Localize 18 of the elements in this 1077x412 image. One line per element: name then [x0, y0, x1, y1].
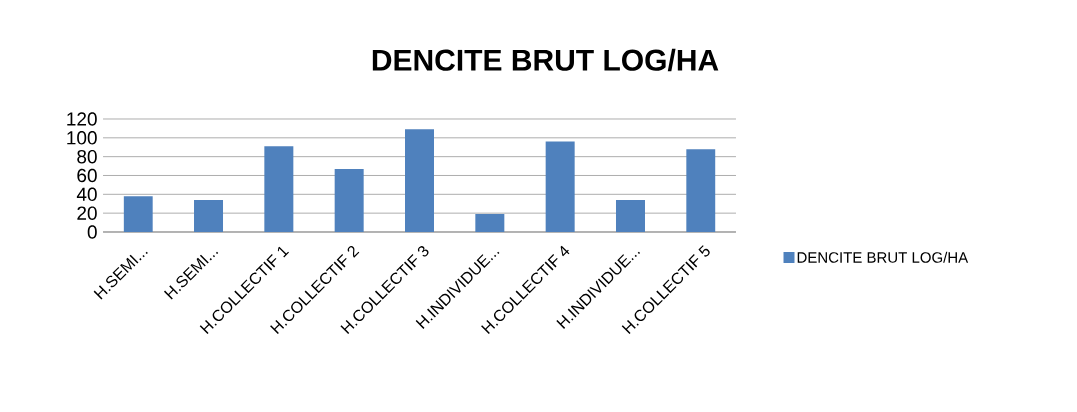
- legend-label: DENCITE BRUT LOG/HA: [797, 251, 969, 263]
- y-tick-label: 80: [77, 149, 97, 164]
- bar: [123, 196, 153, 232]
- y-tick-label: 120: [67, 112, 97, 126]
- bar: [475, 214, 505, 232]
- chart-title: DENCITE BRUT LOG/HA: [372, 48, 719, 72]
- y-tick-label: 60: [77, 168, 97, 183]
- y-tick-label: 40: [76, 187, 97, 202]
- y-tick-label: 0: [87, 225, 97, 239]
- y-tick-label: 20: [77, 206, 97, 220]
- bar: [264, 146, 294, 232]
- bar: [405, 129, 434, 232]
- bar: [334, 168, 364, 232]
- bar: [194, 199, 224, 232]
- bar: [616, 199, 645, 232]
- bar: [686, 149, 716, 232]
- bar: [545, 141, 575, 232]
- y-tick-label: 100: [67, 131, 97, 145]
